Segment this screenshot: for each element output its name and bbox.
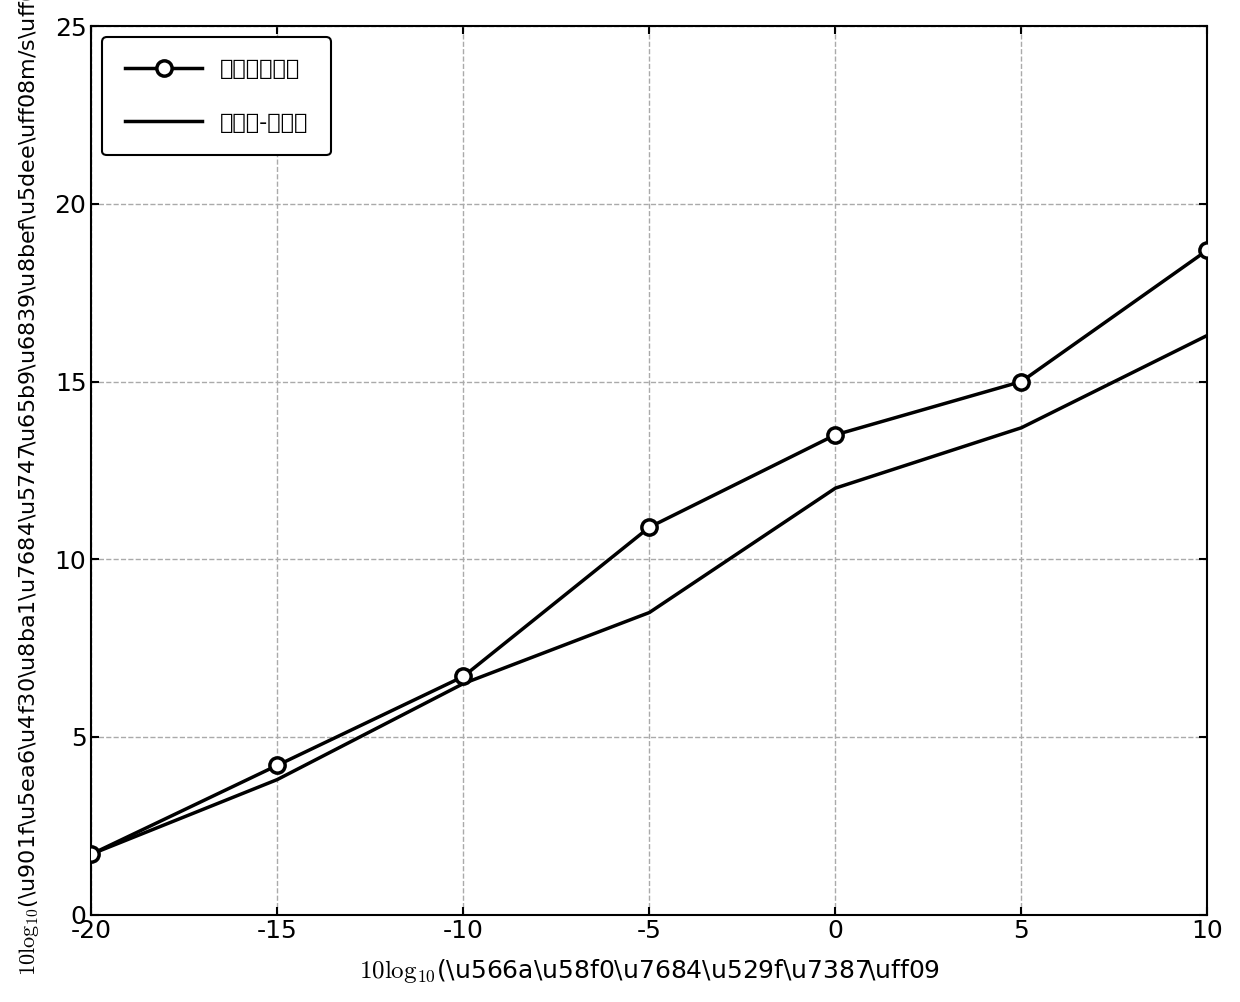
本发明的方法: [828, 429, 843, 441]
克拉美-罗下界: [642, 606, 657, 618]
克拉美-罗下界: [1200, 330, 1215, 342]
克拉美-罗下界: [828, 482, 843, 494]
Line: 克拉美-罗下界: 克拉美-罗下界: [92, 336, 1208, 854]
本发明的方法: [1014, 376, 1029, 388]
Line: 本发明的方法: 本发明的方法: [83, 242, 1215, 862]
本发明的方法: [84, 848, 99, 860]
Legend: 本发明的方法, 克拉美-罗下界: 本发明的方法, 克拉美-罗下界: [103, 37, 331, 155]
本发明的方法: [456, 670, 471, 682]
克拉美-罗下界: [1014, 422, 1029, 434]
克拉美-罗下界: [270, 774, 285, 786]
本发明的方法: [270, 760, 285, 772]
Y-axis label: $10\mathrm{log}_{10}$(\u901f\u5ea6\u4f30\u8ba1\u7684\u5747\u65b9\u6839\u8bef\u5d: $10\mathrm{log}_{10}$(\u901f\u5ea6\u4f30…: [16, 0, 41, 976]
克拉美-罗下界: [84, 848, 99, 860]
克拉美-罗下界: [456, 677, 471, 689]
本发明的方法: [1200, 244, 1215, 257]
X-axis label: $10\mathrm{log}_{10}$(\u566a\u58f0\u7684\u529f\u7387\uff09: $10\mathrm{log}_{10}$(\u566a\u58f0\u7684…: [358, 957, 940, 985]
本发明的方法: [642, 521, 657, 533]
